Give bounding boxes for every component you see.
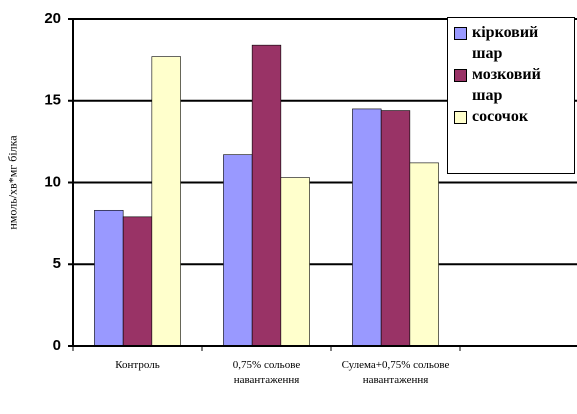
bar <box>380 110 411 347</box>
legend-swatch <box>454 27 467 40</box>
x-tick-label: 0,75% сольове навантаження <box>232 359 301 386</box>
bar <box>151 56 181 347</box>
y-tick-label: 20 <box>44 10 61 27</box>
legend-label: кірковий шар <box>472 24 539 62</box>
legend-label: сосочок <box>472 108 529 125</box>
legend-label: мозковий шар <box>472 66 541 104</box>
legend-item: мозковий шар <box>454 64 570 106</box>
bar <box>251 44 282 347</box>
bar <box>122 216 153 347</box>
legend-item: кірковий шар <box>454 22 570 64</box>
bar <box>223 154 253 347</box>
x-tick-label: Контроль <box>115 359 160 371</box>
y-tick-label: 0 <box>53 337 61 354</box>
legend-item: сосочок <box>454 106 570 127</box>
y-tick-label: 5 <box>53 255 61 272</box>
legend-swatch <box>454 111 467 124</box>
y-axis-label: нмоль/хв*мг білка <box>5 135 20 230</box>
bar <box>280 177 310 347</box>
legend-swatch <box>454 69 467 82</box>
legend: кірковий шар мозковий шар сосочок <box>447 17 575 174</box>
x-tick-label: Сулема+0,75% сольове навантаження <box>341 359 450 386</box>
y-tick-label: 15 <box>44 92 61 109</box>
bar <box>352 108 382 347</box>
bar <box>94 209 124 347</box>
y-tick-label: 10 <box>44 173 61 190</box>
bar <box>409 162 439 347</box>
